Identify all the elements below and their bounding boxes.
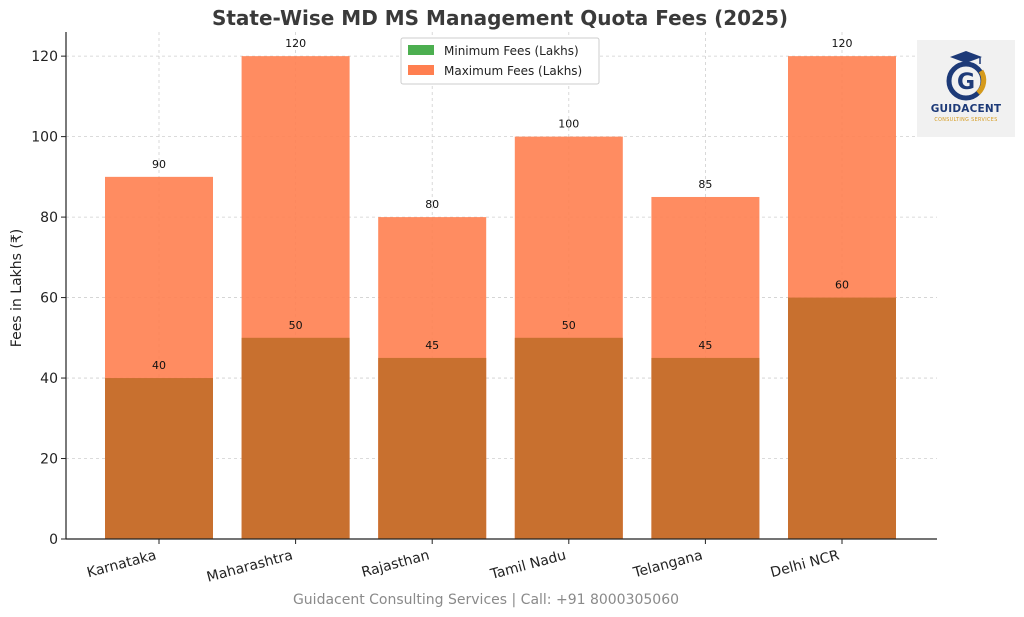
footer-text: Guidacent Consulting Services | Call: +9… xyxy=(293,592,679,608)
legend-swatch-minimum xyxy=(408,45,434,55)
data-label-maximum: 90 xyxy=(152,158,166,171)
y-tick-label: 0 xyxy=(49,532,58,548)
data-label-minimum: 45 xyxy=(698,339,712,352)
logo-subtitle: CONSULTING SERVICES xyxy=(934,118,998,123)
y-tick-label: 120 xyxy=(31,49,58,65)
bar-minimum-tamil-nadu xyxy=(514,337,623,539)
data-label-minimum: 40 xyxy=(152,359,166,372)
y-tick-label: 100 xyxy=(31,130,58,146)
y-tick-label: 80 xyxy=(40,210,58,226)
legend-label-minimum: Minimum Fees (Lakhs) xyxy=(444,44,579,58)
chart-title: State-Wise MD MS Management Quota Fees (… xyxy=(212,6,788,30)
data-label-minimum: 45 xyxy=(425,339,439,352)
x-tick-label: Rajasthan xyxy=(360,547,431,580)
data-label-maximum: 100 xyxy=(558,118,579,131)
x-tick-label: Telangana xyxy=(631,547,705,581)
y-tick-label: 20 xyxy=(40,452,58,468)
bar-minimum-rajasthan xyxy=(378,357,487,539)
data-label-minimum: 50 xyxy=(289,319,303,332)
bars-layer xyxy=(105,56,896,540)
y-tick-label: 40 xyxy=(40,371,58,387)
x-tick-label: Maharashtra xyxy=(205,547,295,585)
legend-label-maximum: Maximum Fees (Lakhs) xyxy=(444,64,582,78)
data-label-minimum: 50 xyxy=(562,319,576,332)
legend-frame xyxy=(400,37,600,85)
data-label-maximum: 120 xyxy=(832,37,853,50)
x-tick-label: Tamil Nadu xyxy=(488,547,568,583)
x-tick-label: Karnataka xyxy=(85,547,158,581)
logo-name: GUIDACENT xyxy=(930,103,1002,115)
y-tick-label: 60 xyxy=(40,291,58,307)
bar-minimum-maharashtra xyxy=(241,337,350,539)
data-label-minimum: 60 xyxy=(835,279,849,292)
legend: Minimum Fees (Lakhs) Maximum Fees (Lakhs… xyxy=(400,37,600,85)
y-axis-label: Fees in Lakhs (₹) xyxy=(9,229,25,347)
data-label-maximum: 120 xyxy=(285,37,306,50)
logo-g-icon: G xyxy=(946,51,987,101)
svg-text:G: G xyxy=(957,70,975,95)
bar-minimum-delhi-ncr xyxy=(788,297,896,539)
bar-minimum-telangana xyxy=(651,357,760,539)
x-tick-label: Delhi NCR xyxy=(769,547,841,581)
data-label-maximum: 80 xyxy=(425,198,439,211)
data-label-maximum: 85 xyxy=(698,178,712,191)
legend-swatch-maximum xyxy=(408,65,434,75)
data-labels-layer: 90 40 120 50 80 45 100 50 85 45 120 60 xyxy=(152,37,853,372)
brand-logo: G GUIDACENT CONSULTING SERVICES xyxy=(917,40,1015,137)
bar-minimum-karnataka xyxy=(105,378,213,539)
